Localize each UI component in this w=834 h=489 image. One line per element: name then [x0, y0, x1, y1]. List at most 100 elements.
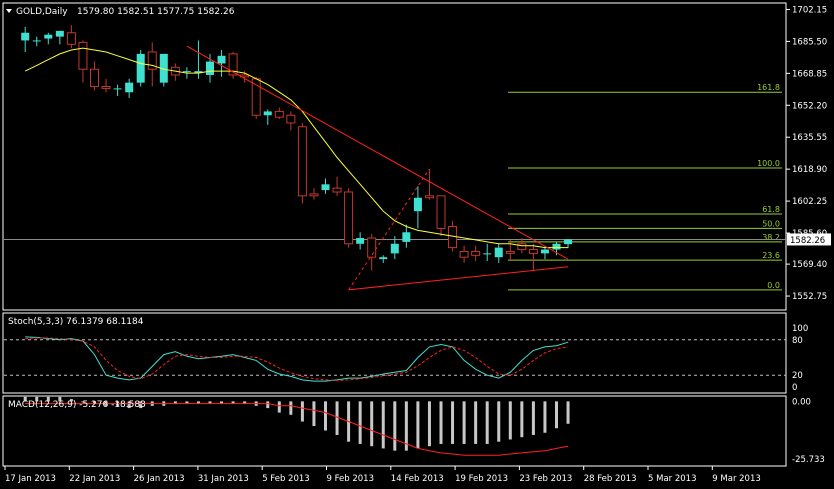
macd-histogram-bar [335, 401, 339, 435]
stoch-tick-label: 20 [792, 371, 803, 381]
ohlc-readout: 1579.80 1582.51 1577.75 1582.26 [77, 7, 235, 17]
symbol-title: GOLD,Daily [16, 7, 68, 17]
macd-histogram-bar [416, 401, 420, 449]
current-price-tag [787, 233, 831, 246]
date-tick-label: 5 Mar 2013 [648, 474, 696, 484]
candle-body [505, 250, 515, 254]
macd-histogram-bar [439, 401, 443, 444]
macd-histogram-bar [462, 401, 466, 444]
candle-body [274, 110, 284, 118]
macd-histogram-bar [277, 401, 281, 413]
fib-level-label: 100.0 [757, 159, 780, 168]
macd-histogram-bar [208, 401, 212, 404]
macd-histogram-bar [358, 401, 362, 444]
candle-body [125, 82, 134, 93]
date-tick-label: 17 Jan 2013 [5, 474, 56, 484]
candle-body [528, 249, 538, 254]
stoch-tick-label: 100 [792, 324, 808, 334]
candle-body [136, 53, 145, 83]
macd-histogram-bar [543, 401, 547, 433]
candle-body [44, 34, 53, 39]
price-tick-label: 1668.85 [792, 69, 827, 79]
candle-body [459, 250, 469, 258]
candle-body [448, 226, 458, 249]
candle-body [332, 187, 342, 193]
macd-panel [23, 396, 570, 456]
candle-body [471, 250, 481, 256]
candle-body [297, 126, 307, 197]
candle-body [147, 51, 157, 70]
macd-histogram-bar [23, 396, 27, 402]
stoch-tick-label: 0 [792, 383, 797, 393]
price-tick-label: 1702.15 [792, 5, 827, 15]
macd-histogram-bar [427, 401, 431, 447]
candle-body [113, 88, 122, 90]
candle-body [344, 191, 354, 245]
price-tick-label: 1569.40 [792, 260, 827, 270]
macd-histogram-bar [520, 401, 524, 438]
trendline-dotted-swing [348, 168, 430, 291]
candle-body [194, 71, 203, 74]
macd-histogram-bar [127, 401, 131, 409]
candle-body [251, 78, 261, 116]
date-tick-label: 14 Feb 2013 [391, 474, 444, 484]
candle-body [182, 71, 191, 73]
macd-histogram-bar [93, 401, 96, 404]
candle-body [494, 247, 503, 258]
macd-histogram-bar [555, 401, 558, 429]
date-tick-label: 28 Feb 2013 [584, 474, 637, 484]
candle-body [367, 237, 377, 258]
date-tick-label: 9 Mar 2013 [712, 474, 760, 484]
candle-body [228, 53, 238, 76]
macd-histogram-bar [139, 401, 143, 409]
trendline-lower [348, 266, 569, 291]
candle-body [356, 238, 365, 244]
macd-histogram-bar [243, 401, 247, 404]
macd-histogram-bar [404, 401, 408, 451]
candle-body [55, 30, 64, 37]
stoch-main-line [25, 336, 569, 382]
candle-body [379, 257, 388, 260]
macd-histogram-bar [173, 401, 177, 404]
candle-body [32, 40, 41, 42]
price-tick-label: 1635.55 [792, 133, 827, 143]
stoch-panel [4, 336, 786, 382]
price-panel-frame [2, 2, 787, 311]
date-tick-label: 5 Feb 2013 [262, 474, 310, 484]
fib-level-label: 23.6 [762, 251, 780, 260]
candle-body [517, 243, 527, 251]
price-tick-label: 1618.90 [792, 165, 827, 175]
macd-histogram-bar [497, 401, 501, 442]
candle-body [402, 232, 411, 242]
macd-histogram-bar [58, 396, 62, 402]
date-tick-label: 23 Feb 2013 [519, 474, 572, 484]
candle-body [424, 195, 434, 199]
macd-histogram-bar [81, 401, 85, 403]
macd-histogram-bar [46, 396, 50, 402]
price-tick-label: 1652.20 [792, 101, 827, 111]
symbol-dropdown-icon[interactable] [6, 9, 12, 13]
date-tick-label: 19 Feb 2013 [455, 474, 508, 484]
fib-level-label: 161.8 [757, 83, 780, 92]
candle-body [483, 253, 492, 255]
candle-body [21, 32, 30, 41]
macd-histogram-bar [185, 401, 189, 404]
macd-histogram-bar [300, 401, 304, 422]
macd-histogram-bar [324, 401, 327, 431]
candle-body [564, 239, 573, 245]
macd-signal-line [25, 403, 569, 456]
trendline-upper [186, 45, 569, 260]
macd-histogram-bar [220, 401, 224, 404]
candle-body [101, 85, 111, 89]
macd-title: MACD(12,26,9) -5.276 -18.583 [8, 400, 146, 410]
axes: 1702.15 1685.50 1668.85 1652.20 1635.55 1618.… [4, 5, 831, 484]
macd-histogram-bar [393, 401, 397, 451]
macd-histogram-bar [231, 401, 235, 404]
macd-histogram-bar [566, 401, 570, 424]
macd-histogram-bar [266, 401, 270, 409]
macd-histogram-bar [485, 401, 489, 444]
candle-body [66, 32, 76, 45]
macd-tick-label: -25.733 [792, 455, 825, 465]
price-panel: 161.8 100.0 61.8 50.0 38.2 23.6 0.0 [4, 25, 786, 291]
candle-body [263, 111, 272, 116]
